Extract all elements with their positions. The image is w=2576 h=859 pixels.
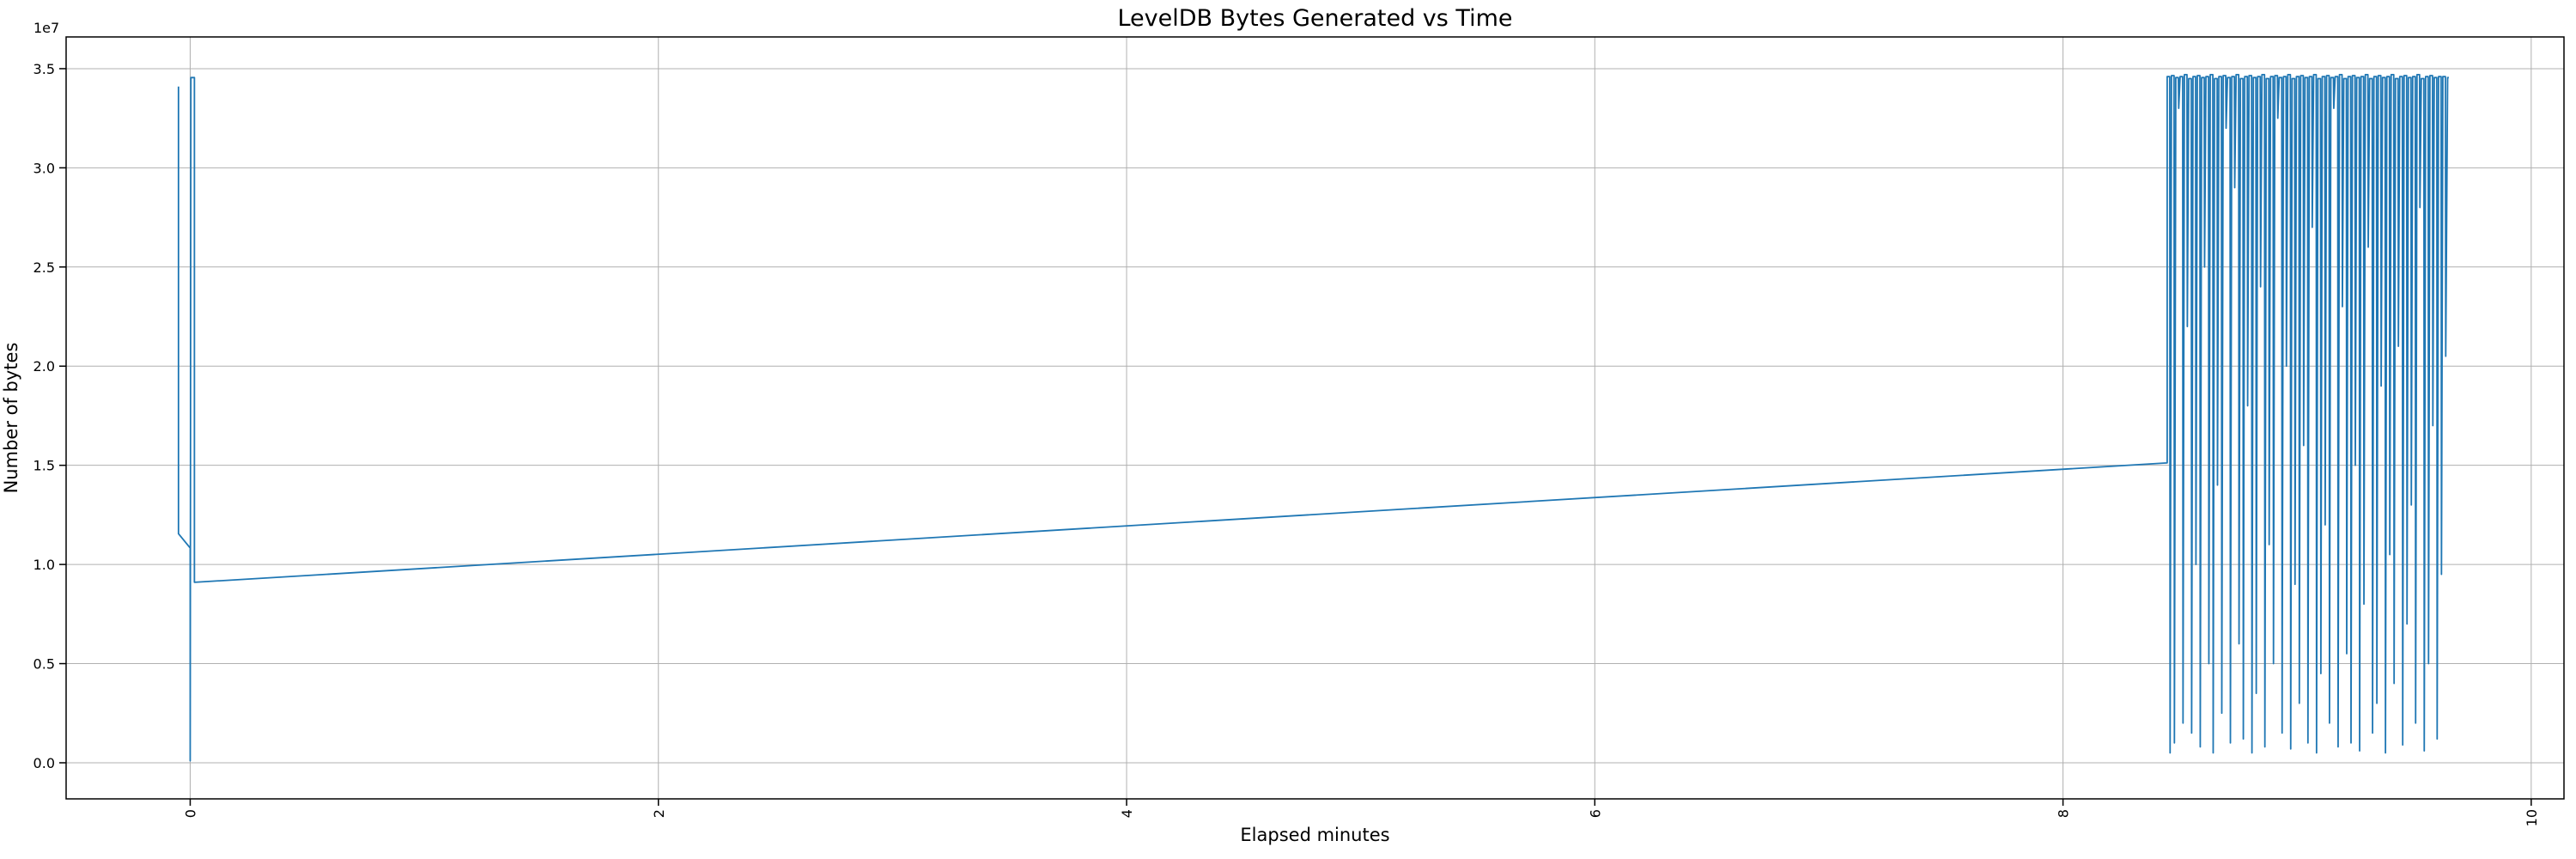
grid-lines bbox=[66, 37, 2564, 799]
y-tick-label: 2.5 bbox=[33, 259, 55, 276]
x-tick-label: 8 bbox=[2056, 809, 2072, 818]
x-tick-label: 4 bbox=[1119, 809, 1135, 818]
y-axis-offset-text: 1e7 bbox=[33, 20, 59, 36]
chart-title: LevelDB Bytes Generated vs Time bbox=[1117, 5, 1512, 32]
axes-spines bbox=[65, 36, 2565, 800]
x-axis-label: Elapsed minutes bbox=[1240, 825, 1389, 845]
y-tick-label: 1.0 bbox=[33, 557, 55, 573]
y-tick-label: 0.0 bbox=[33, 755, 55, 771]
x-tick-label: 6 bbox=[1587, 809, 1603, 818]
line-series-bytes bbox=[177, 73, 2449, 762]
y-tick-label: 0.5 bbox=[33, 656, 55, 673]
y-tick-label: 3.5 bbox=[33, 61, 55, 77]
tick-labels: 0 2 4 6 8 10 0.0 0.5 1.0 1.5 2.0 2.5 3.0 3.5 bbox=[33, 61, 2540, 826]
y-tick-label: 3.0 bbox=[33, 160, 55, 176]
y-axis-label: Number of bytes bbox=[1, 343, 21, 494]
data-series bbox=[177, 73, 2449, 762]
x-tick-label: 2 bbox=[651, 809, 667, 818]
tick-marks bbox=[59, 68, 2532, 806]
x-tick-label: 0 bbox=[182, 809, 198, 818]
plot-border bbox=[65, 36, 2565, 800]
y-tick-label: 2.0 bbox=[33, 358, 55, 375]
y-tick-label: 1.5 bbox=[33, 458, 55, 474]
x-tick-label: 10 bbox=[2524, 809, 2540, 826]
